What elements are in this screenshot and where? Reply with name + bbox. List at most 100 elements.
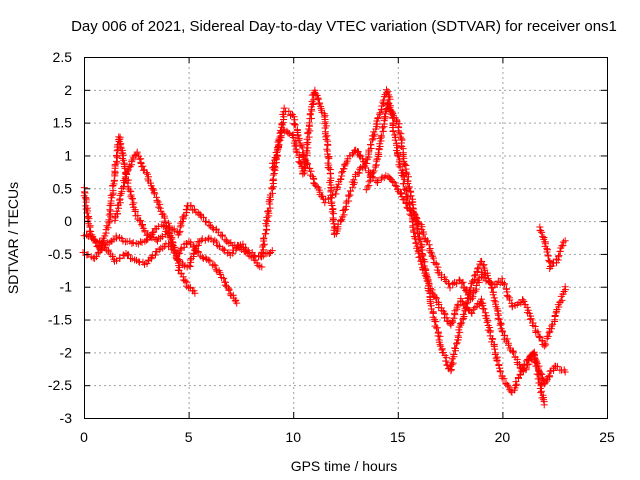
data-point — [458, 319, 466, 327]
data-point — [239, 240, 247, 248]
data-point — [367, 140, 375, 148]
data-point — [427, 249, 435, 257]
series-track-e — [258, 104, 569, 350]
y-tick-label: 0.5 — [53, 180, 73, 196]
data-point — [116, 254, 124, 262]
data-point — [182, 205, 190, 213]
data-point — [538, 394, 546, 402]
data-point — [377, 132, 385, 140]
data-point — [376, 109, 384, 117]
data-point — [124, 167, 132, 175]
y-tick-label: 2.5 — [53, 49, 73, 65]
x-tick-label: 10 — [285, 429, 301, 445]
data-point — [496, 321, 504, 329]
data-point — [125, 251, 133, 259]
data-point — [298, 142, 306, 150]
data-point — [459, 310, 467, 318]
x-tick-label: 0 — [80, 429, 88, 445]
data-point — [340, 206, 348, 214]
y-tick-label: 2 — [64, 82, 72, 98]
data-point — [494, 314, 502, 322]
y-tick-label: -0.5 — [48, 246, 72, 262]
data-point — [216, 271, 224, 279]
data-point — [552, 307, 560, 315]
x-axis-label: GPS time / hours — [291, 458, 398, 474]
data-point — [185, 262, 193, 270]
data-point — [487, 279, 495, 287]
chart-title: Day 006 of 2021, Sidereal Day-to-day VTE… — [71, 18, 617, 35]
data-point — [401, 161, 409, 169]
data-point — [220, 274, 228, 282]
data-point — [201, 236, 209, 244]
data-point — [328, 208, 336, 216]
data-point — [322, 135, 330, 143]
data-point — [106, 218, 114, 226]
data-point — [109, 252, 117, 260]
data-point — [504, 381, 512, 389]
data-point — [212, 238, 220, 246]
data-point — [436, 341, 444, 349]
data-point — [202, 218, 210, 226]
data-point — [321, 199, 329, 207]
data-point — [305, 119, 313, 127]
data-point — [131, 207, 139, 215]
data-point — [186, 256, 194, 264]
data-point — [558, 296, 566, 304]
data-point — [534, 328, 542, 336]
data-point — [136, 155, 144, 163]
data-point — [148, 252, 156, 260]
data-point — [518, 365, 526, 373]
y-tick-label: 0 — [64, 213, 72, 229]
data-point — [268, 247, 276, 255]
data-point — [364, 183, 372, 191]
data-point — [495, 315, 503, 323]
data-point — [206, 257, 214, 265]
axis-ticks: 0 5 10 15 20 25 -3 -2.5 -2 -1.5 -1 -0.5 0 0.5 1 1.5 2 2.5 — [48, 49, 615, 445]
data-point — [393, 151, 401, 159]
data-point — [323, 145, 331, 153]
data-point — [500, 281, 508, 289]
data-point — [98, 238, 106, 246]
data-point — [403, 194, 411, 202]
data-point — [116, 135, 124, 143]
data-point — [273, 144, 281, 152]
data-point — [170, 227, 178, 235]
data-point — [181, 277, 189, 285]
data-point — [537, 369, 545, 377]
data-point — [451, 307, 459, 315]
data-point — [300, 161, 308, 169]
y-tick-label: 1 — [64, 147, 72, 163]
data-point — [390, 179, 398, 187]
data-point — [233, 299, 241, 307]
data-point — [349, 150, 357, 158]
data-point — [451, 344, 459, 352]
data-point — [120, 183, 128, 191]
data-point — [325, 164, 333, 172]
data-point — [89, 235, 97, 243]
data-point — [109, 181, 117, 189]
data-point — [430, 254, 438, 262]
data-point — [470, 272, 478, 280]
data-point — [208, 224, 216, 232]
data-point — [398, 136, 406, 144]
series-track-h — [536, 223, 569, 272]
data-point — [326, 170, 334, 178]
data-point — [164, 229, 172, 237]
data-point — [461, 305, 469, 313]
data-point — [211, 262, 219, 270]
data-point — [303, 147, 311, 155]
data-point — [393, 182, 401, 190]
data-point — [365, 178, 373, 186]
data-point — [526, 315, 534, 323]
data-point — [293, 148, 301, 156]
data-point — [374, 149, 382, 157]
data-point — [556, 247, 564, 255]
data-point — [325, 155, 333, 163]
data-point — [315, 95, 323, 103]
data-point — [515, 299, 523, 307]
data-point — [561, 368, 569, 376]
data-points — [79, 86, 569, 409]
data-point — [483, 272, 491, 280]
data-point — [112, 151, 120, 159]
